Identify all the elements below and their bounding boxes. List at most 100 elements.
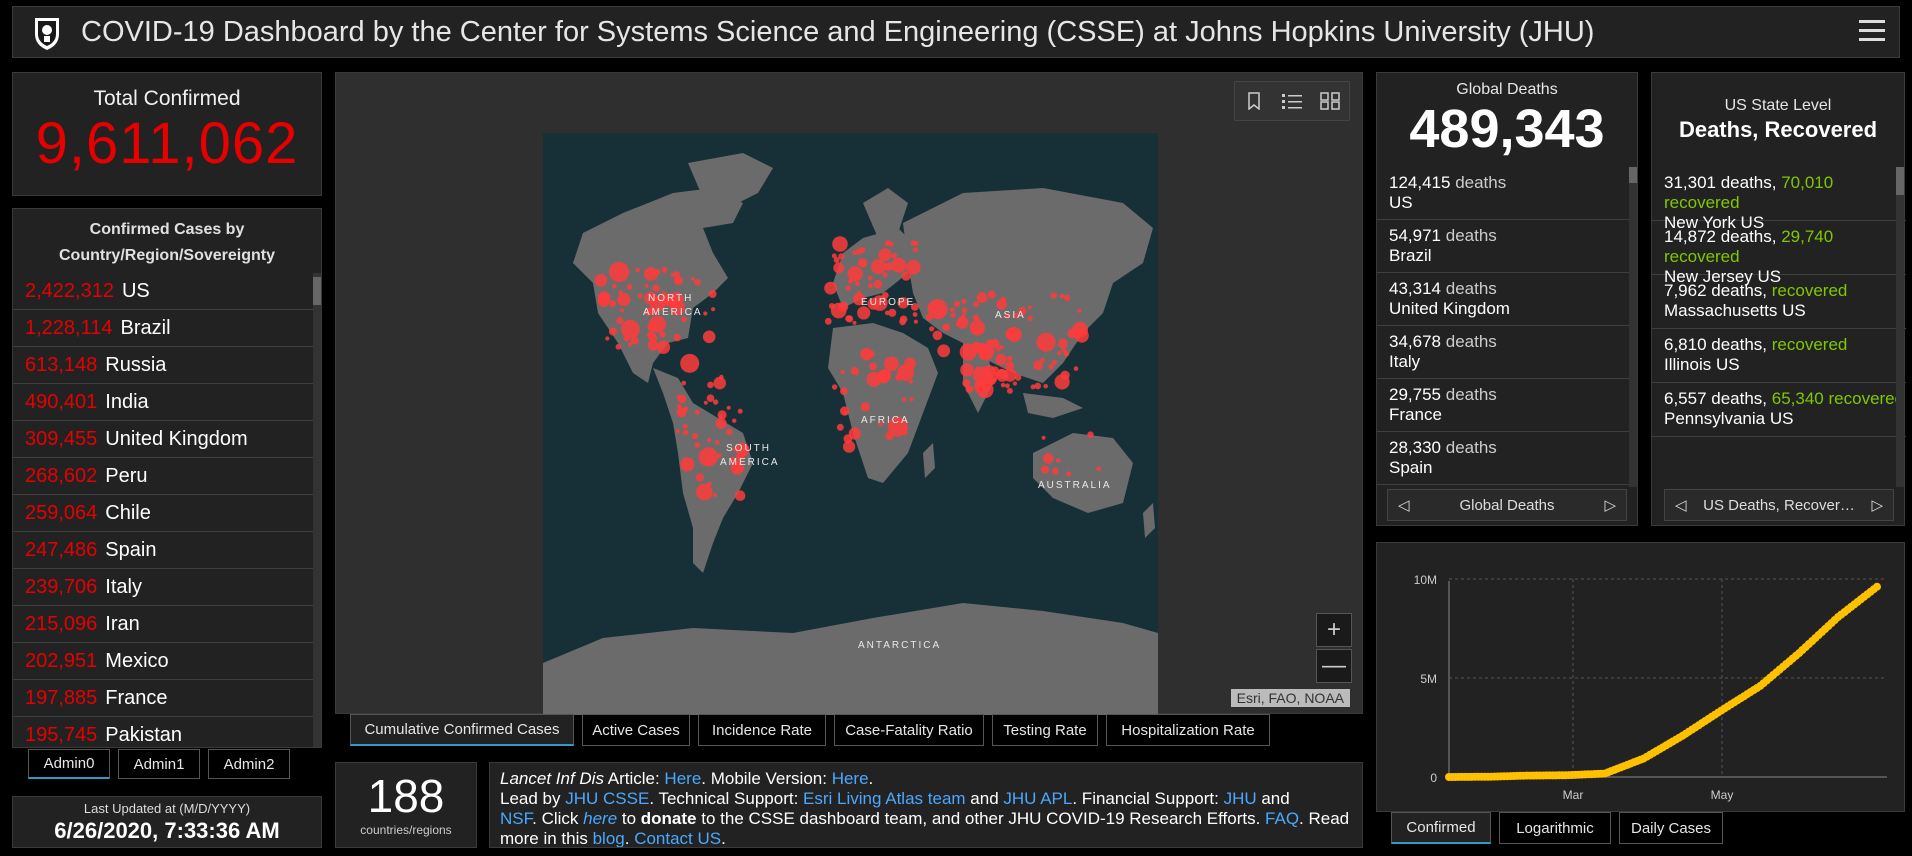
- case-bubble[interactable]: [1063, 350, 1070, 357]
- case-bubble[interactable]: [616, 269, 621, 273]
- case-bubble[interactable]: [860, 347, 873, 361]
- confirmed-chart[interactable]: 10M 5M 0 Mar May: [1377, 543, 1904, 811]
- case-bubble[interactable]: [961, 313, 966, 318]
- tab-incidence-rate[interactable]: Incidence Rate: [698, 714, 826, 746]
- case-bubble[interactable]: [1000, 296, 1006, 303]
- prev-arrow-icon[interactable]: ◁: [1675, 497, 1687, 514]
- country-row[interactable]: 195,745 Pakistan: [13, 717, 315, 747]
- country-row[interactable]: 239,706 Italy: [13, 569, 315, 606]
- case-bubble[interactable]: [711, 307, 716, 312]
- mobile-version-link[interactable]: Here: [831, 769, 869, 788]
- case-bubble[interactable]: [694, 442, 701, 448]
- case-bubble[interactable]: [901, 271, 911, 281]
- tab-hospitalization-rate[interactable]: Hospitalization Rate: [1106, 714, 1270, 746]
- case-bubble[interactable]: [650, 295, 666, 312]
- case-bubble[interactable]: [677, 404, 682, 409]
- case-bubble[interactable]: [654, 310, 660, 316]
- case-bubble[interactable]: [1043, 453, 1054, 464]
- case-bubble[interactable]: [887, 417, 908, 437]
- case-bubble[interactable]: [836, 423, 844, 431]
- case-bubble[interactable]: [867, 275, 873, 281]
- case-bubble[interactable]: [884, 310, 890, 316]
- case-bubble[interactable]: [694, 409, 700, 415]
- case-bubble[interactable]: [737, 408, 743, 414]
- global-deaths-scrollbar[interactable]: [1629, 167, 1637, 487]
- case-bubble[interactable]: [730, 461, 745, 475]
- case-bubble[interactable]: [690, 276, 695, 281]
- case-bubble[interactable]: [843, 410, 848, 415]
- case-bubble[interactable]: [712, 399, 719, 405]
- us-state-row[interactable]: 6,810 deaths, recovered Illinois US: [1652, 329, 1906, 383]
- case-bubble[interactable]: [698, 447, 718, 467]
- case-bubble[interactable]: [953, 300, 961, 308]
- case-bubble[interactable]: [729, 456, 736, 464]
- case-bubble[interactable]: [857, 306, 871, 320]
- case-bubble[interactable]: [976, 381, 994, 399]
- case-bubble[interactable]: [891, 252, 897, 259]
- case-bubble[interactable]: [1040, 465, 1049, 474]
- case-bubble[interactable]: [707, 481, 712, 487]
- case-bubble[interactable]: [677, 394, 687, 404]
- case-bubble[interactable]: [861, 262, 866, 267]
- case-bubble[interactable]: [683, 406, 689, 412]
- case-bubble[interactable]: [913, 247, 918, 253]
- case-bubble[interactable]: [594, 274, 608, 287]
- case-bubble[interactable]: [626, 284, 633, 290]
- case-bubble[interactable]: [850, 366, 859, 376]
- case-bubble[interactable]: [932, 330, 943, 341]
- country-row[interactable]: 613,148 Russia: [13, 347, 315, 384]
- case-bubble[interactable]: [961, 307, 968, 314]
- global-death-row[interactable]: 43,314 deaths United Kingdom: [1377, 273, 1631, 326]
- case-bubble[interactable]: [942, 324, 947, 330]
- case-bubble[interactable]: [903, 430, 908, 436]
- case-bubble[interactable]: [644, 308, 652, 316]
- case-bubble[interactable]: [680, 353, 700, 373]
- hamburger-menu-icon[interactable]: [1859, 20, 1885, 44]
- case-bubble[interactable]: [950, 312, 956, 318]
- case-bubble[interactable]: [833, 257, 840, 263]
- case-bubble[interactable]: [706, 437, 712, 442]
- case-bubble[interactable]: [674, 277, 681, 284]
- case-bubble[interactable]: [628, 342, 632, 347]
- case-bubble[interactable]: [973, 341, 978, 346]
- tab-testing-rate[interactable]: Testing Rate: [992, 714, 1098, 746]
- case-bubble[interactable]: [1012, 381, 1017, 386]
- case-bubble[interactable]: [903, 426, 908, 431]
- case-bubble[interactable]: [962, 379, 971, 388]
- case-bubble[interactable]: [858, 260, 863, 266]
- case-bubble[interactable]: [1066, 471, 1072, 477]
- case-bubble[interactable]: [1014, 374, 1022, 381]
- esri-living-atlas-link[interactable]: Esri Living Atlas team: [803, 789, 966, 808]
- bookmark-icon[interactable]: [1235, 82, 1273, 120]
- case-bubble[interactable]: [726, 428, 733, 436]
- world-map-canvas[interactable]: NORTH AMERICA EUROPE ASIA AFRICA SOUTH A…: [543, 133, 1158, 715]
- case-bubble[interactable]: [1059, 293, 1065, 299]
- article-link[interactable]: Here: [664, 769, 702, 788]
- case-bubble[interactable]: [703, 400, 708, 405]
- case-bubble[interactable]: [611, 283, 617, 289]
- country-row[interactable]: 259,064 Chile: [13, 495, 315, 532]
- case-bubble[interactable]: [712, 492, 718, 498]
- prev-arrow-icon[interactable]: ◁: [1398, 497, 1410, 514]
- case-bubble[interactable]: [660, 291, 667, 298]
- jhu-csse-link[interactable]: JHU CSSE: [565, 789, 650, 808]
- case-bubble[interactable]: [897, 364, 914, 382]
- country-row[interactable]: 1,228,114 Brazil: [13, 310, 315, 347]
- case-bubble[interactable]: [694, 279, 701, 286]
- case-bubble[interactable]: [832, 236, 848, 252]
- case-bubble[interactable]: [977, 342, 988, 354]
- case-bubble[interactable]: [999, 344, 1004, 350]
- us-deaths-scrollbar[interactable]: [1896, 167, 1904, 487]
- case-bubble[interactable]: [927, 304, 932, 309]
- case-bubble[interactable]: [1036, 332, 1056, 352]
- tab-admin1[interactable]: Admin1: [118, 749, 200, 779]
- case-bubble[interactable]: [605, 336, 610, 341]
- case-bubble[interactable]: [1005, 361, 1014, 370]
- case-bubble[interactable]: [1057, 350, 1062, 356]
- case-bubble[interactable]: [598, 291, 611, 304]
- case-bubble[interactable]: [670, 272, 676, 278]
- case-bubble[interactable]: [871, 259, 886, 275]
- case-bubble[interactable]: [637, 293, 643, 299]
- country-row[interactable]: 215,096 Iran: [13, 606, 315, 643]
- tab-confirmed[interactable]: Confirmed: [1391, 812, 1491, 844]
